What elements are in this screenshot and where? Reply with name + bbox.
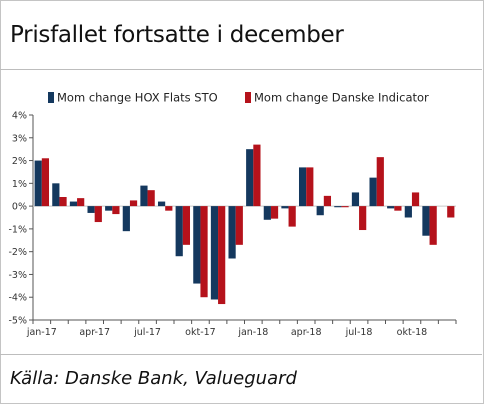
bar-danske-indicator bbox=[41, 158, 50, 207]
bar-hox-flats bbox=[246, 149, 254, 207]
bar-danske-indicator bbox=[429, 206, 437, 245]
y-tick-label: -4% bbox=[9, 293, 28, 304]
bar-danske-indicator bbox=[411, 192, 420, 207]
legend-swatch-danske bbox=[245, 92, 251, 103]
y-tick-label: 4% bbox=[12, 111, 27, 122]
bar-hox-flats bbox=[34, 160, 42, 207]
x-tick-label: okt-18 bbox=[397, 327, 428, 338]
bar-hox-flats bbox=[387, 206, 395, 209]
bar-hox-flats bbox=[369, 177, 377, 207]
bar-hox-flats bbox=[263, 206, 271, 220]
chart-title: Prisfallet fortsatte i december bbox=[10, 22, 344, 48]
bar-hox-flats bbox=[105, 206, 113, 211]
bar-hox-flats bbox=[422, 206, 430, 236]
x-tick-label: jul-18 bbox=[345, 327, 373, 338]
y-tick-label: -1% bbox=[9, 224, 28, 235]
x-tick-label: jan-17 bbox=[26, 327, 57, 338]
bar-hox-flats bbox=[122, 206, 130, 232]
title-divider bbox=[0, 69, 482, 70]
y-tick-label: -3% bbox=[9, 270, 28, 281]
legend-swatch-hox bbox=[48, 92, 54, 103]
bars bbox=[34, 144, 455, 305]
bar-chart: Mom change HOX Flats STO Mom change Dans… bbox=[9, 91, 457, 338]
bar-danske-indicator bbox=[270, 206, 279, 219]
bar-hox-flats bbox=[87, 206, 95, 213]
bar-hox-flats bbox=[175, 206, 183, 257]
bar-hox-flats bbox=[193, 206, 201, 284]
bar-hox-flats bbox=[298, 167, 307, 207]
bar-danske-indicator bbox=[94, 206, 102, 223]
bar-hox-flats bbox=[351, 192, 360, 207]
x-tick-label: apr-17 bbox=[79, 327, 110, 338]
bar-danske-indicator bbox=[182, 206, 191, 245]
bar-danske-indicator bbox=[394, 206, 402, 211]
legend: Mom change HOX Flats STO Mom change Dans… bbox=[48, 91, 429, 105]
bar-danske-indicator bbox=[341, 206, 349, 208]
bar-hox-flats bbox=[157, 201, 166, 207]
x-tick-label: apr-18 bbox=[291, 327, 322, 338]
y-tick-label: 3% bbox=[12, 133, 27, 144]
bar-danske-indicator bbox=[200, 206, 208, 298]
bar-danske-indicator bbox=[77, 198, 85, 207]
bar-danske-indicator bbox=[376, 157, 384, 207]
bar-hox-flats bbox=[404, 206, 412, 218]
bar-danske-indicator bbox=[112, 206, 120, 215]
bar-danske-indicator bbox=[165, 206, 173, 211]
y-tick-label: -5% bbox=[9, 316, 28, 327]
bar-hox-flats bbox=[334, 206, 342, 208]
bar-danske-indicator bbox=[323, 195, 332, 207]
x-tick-label: jul-17 bbox=[133, 327, 161, 338]
x-tick-label: okt-17 bbox=[185, 327, 216, 338]
source-divider bbox=[0, 354, 482, 355]
source-note: Källa: Danske Bank, Valueguard bbox=[10, 368, 297, 389]
x-axis: jan-17 apr-17 jul-17 okt-17 jan-18 apr-18 jul-… bbox=[26, 205, 457, 338]
y-tick-label: 2% bbox=[12, 156, 27, 167]
bar-hox-flats bbox=[69, 201, 78, 207]
bar-danske-indicator bbox=[288, 206, 296, 227]
bar-danske-indicator bbox=[147, 190, 155, 207]
bar-danske-indicator bbox=[218, 206, 226, 305]
legend-label-danske: Mom change Danske Indicator bbox=[254, 91, 429, 105]
bar-danske-indicator bbox=[129, 200, 138, 207]
y-tick-label: 0% bbox=[12, 202, 27, 213]
x-tick-label: jan-18 bbox=[237, 327, 268, 338]
bar-hox-flats bbox=[316, 206, 324, 216]
bar-hox-flats bbox=[140, 185, 148, 207]
bar-hox-flats bbox=[228, 206, 236, 259]
y-axis: 4% 3% 2% 1% 0% -1% -2% -3% -4% -5% bbox=[9, 111, 34, 327]
bar-danske-indicator bbox=[253, 144, 261, 207]
bar-hox-flats bbox=[210, 206, 219, 300]
bar-hox-flats bbox=[281, 206, 289, 209]
bar-danske-indicator bbox=[306, 167, 314, 207]
bar-hox-flats bbox=[52, 183, 60, 207]
bar-danske-indicator bbox=[447, 206, 455, 218]
y-tick-label: 1% bbox=[12, 179, 27, 190]
bar-danske-indicator bbox=[59, 197, 67, 207]
y-tick-label: -2% bbox=[9, 247, 28, 258]
bar-danske-indicator bbox=[359, 206, 367, 231]
bar-danske-indicator bbox=[235, 206, 243, 245]
legend-label-hox: Mom change HOX Flats STO bbox=[57, 91, 218, 105]
